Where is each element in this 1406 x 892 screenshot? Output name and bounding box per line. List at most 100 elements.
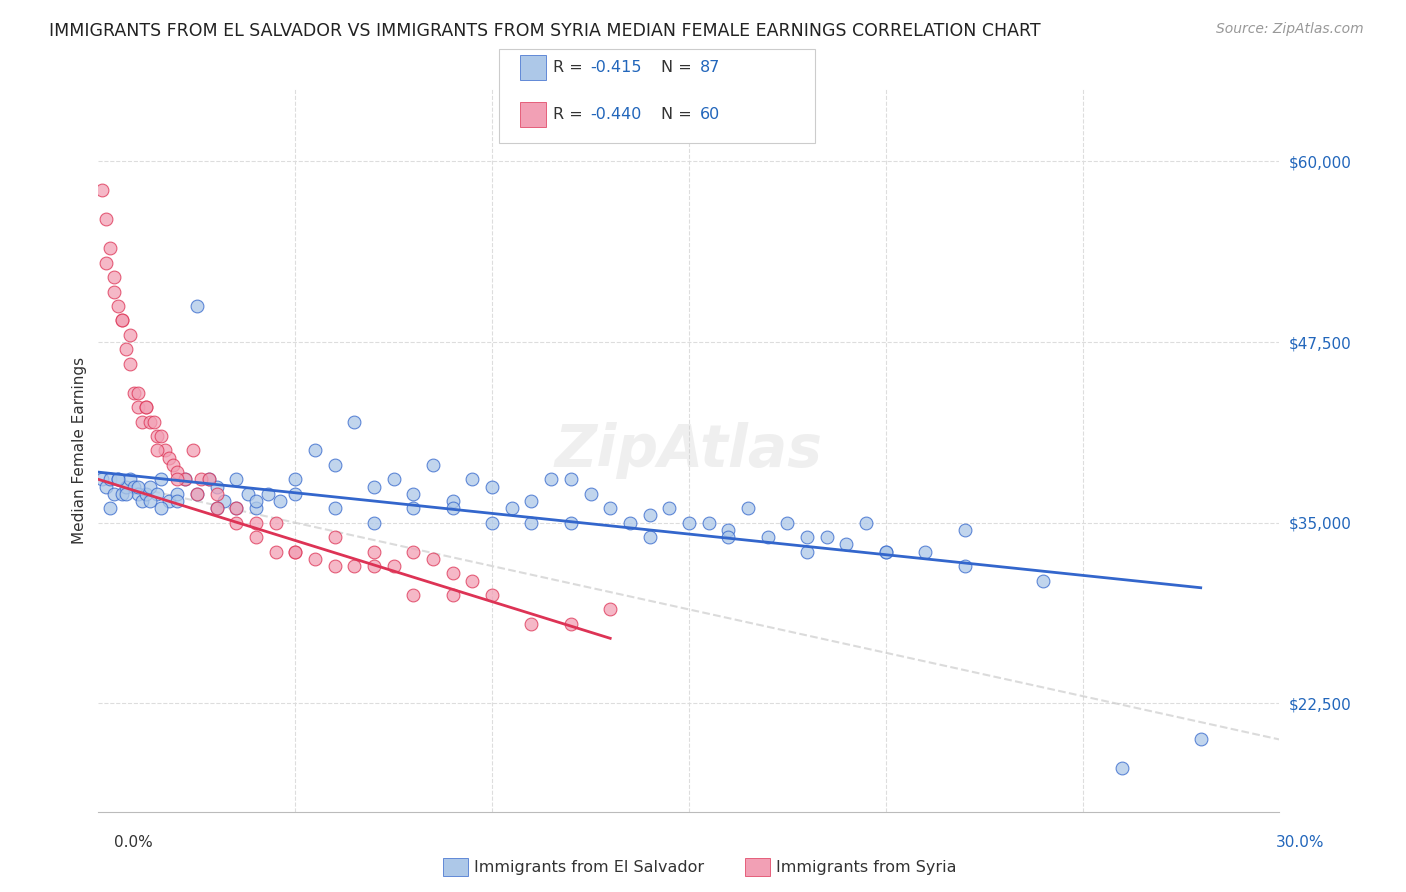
Point [323, 530, 346, 544]
Point [796, 530, 818, 544]
Text: 60: 60 [700, 107, 720, 121]
Point [186, 487, 208, 501]
Point [103, 285, 125, 299]
Point [166, 465, 188, 479]
Point [441, 588, 464, 602]
Point [150, 472, 173, 486]
Point [190, 472, 212, 486]
Point [127, 385, 149, 400]
Point [166, 472, 188, 486]
Point [422, 458, 444, 472]
Point [269, 494, 291, 508]
Point [914, 544, 936, 558]
Text: 87: 87 [700, 61, 720, 75]
Point [284, 544, 307, 558]
Point [776, 516, 799, 530]
Point [382, 559, 405, 574]
Point [284, 472, 307, 486]
Point [363, 516, 385, 530]
Y-axis label: Median Female Earnings: Median Female Earnings [72, 357, 87, 544]
Point [256, 487, 278, 501]
Point [122, 385, 145, 400]
Point [122, 480, 145, 494]
Point [304, 551, 326, 566]
Text: N =: N = [661, 61, 697, 75]
Point [560, 472, 582, 486]
Point [205, 501, 228, 516]
Point [135, 400, 157, 414]
Point [150, 501, 173, 516]
Point [638, 508, 661, 523]
Point [181, 443, 204, 458]
Point [737, 501, 759, 516]
Point [186, 487, 208, 501]
Point [157, 450, 180, 465]
Point [382, 472, 405, 486]
Text: ZipAtlas: ZipAtlas [555, 422, 823, 479]
Point [363, 480, 385, 494]
Point [225, 516, 247, 530]
Point [138, 415, 160, 429]
Point [343, 415, 366, 429]
Point [107, 299, 129, 313]
Point [115, 343, 138, 357]
Point [174, 472, 197, 486]
Point [111, 487, 134, 501]
Point [96, 480, 118, 494]
Point [155, 443, 177, 458]
Point [284, 544, 307, 558]
Point [658, 501, 681, 516]
Point [214, 494, 236, 508]
Point [756, 530, 779, 544]
Text: 30.0%: 30.0% [1277, 836, 1324, 850]
Point [579, 487, 602, 501]
Point [98, 241, 121, 255]
Point [98, 472, 121, 486]
Point [96, 212, 118, 227]
Point [520, 616, 543, 631]
Point [599, 602, 621, 616]
Point [98, 501, 121, 516]
Point [363, 559, 385, 574]
Point [304, 443, 326, 458]
Point [343, 559, 366, 574]
Point [402, 588, 425, 602]
Point [146, 443, 169, 458]
Point [205, 501, 228, 516]
Point [264, 544, 287, 558]
Point [402, 487, 425, 501]
Point [717, 530, 740, 544]
Point [264, 516, 287, 530]
Point [107, 472, 129, 486]
Point [717, 523, 740, 537]
Point [205, 487, 228, 501]
Point [1189, 732, 1212, 747]
Point [323, 559, 346, 574]
Point [245, 516, 267, 530]
Text: Immigrants from Syria: Immigrants from Syria [776, 860, 956, 874]
Point [619, 516, 641, 530]
Point [142, 415, 165, 429]
Point [205, 480, 228, 494]
Point [138, 480, 160, 494]
Point [540, 472, 562, 486]
Point [245, 501, 267, 516]
Point [91, 472, 114, 486]
Point [678, 516, 700, 530]
Point [796, 544, 818, 558]
Point [481, 588, 503, 602]
Point [186, 299, 208, 313]
Point [815, 530, 838, 544]
Text: R =: R = [553, 107, 588, 121]
Point [118, 327, 141, 342]
Point [146, 487, 169, 501]
Point [131, 415, 153, 429]
Point [441, 566, 464, 581]
Point [225, 472, 247, 486]
Point [118, 472, 141, 486]
Point [1111, 761, 1133, 775]
Point [146, 429, 169, 443]
Point [284, 487, 307, 501]
Text: IMMIGRANTS FROM EL SALVADOR VS IMMIGRANTS FROM SYRIA MEDIAN FEMALE EARNINGS CORR: IMMIGRANTS FROM EL SALVADOR VS IMMIGRANT… [49, 22, 1040, 40]
Text: R =: R = [553, 61, 588, 75]
